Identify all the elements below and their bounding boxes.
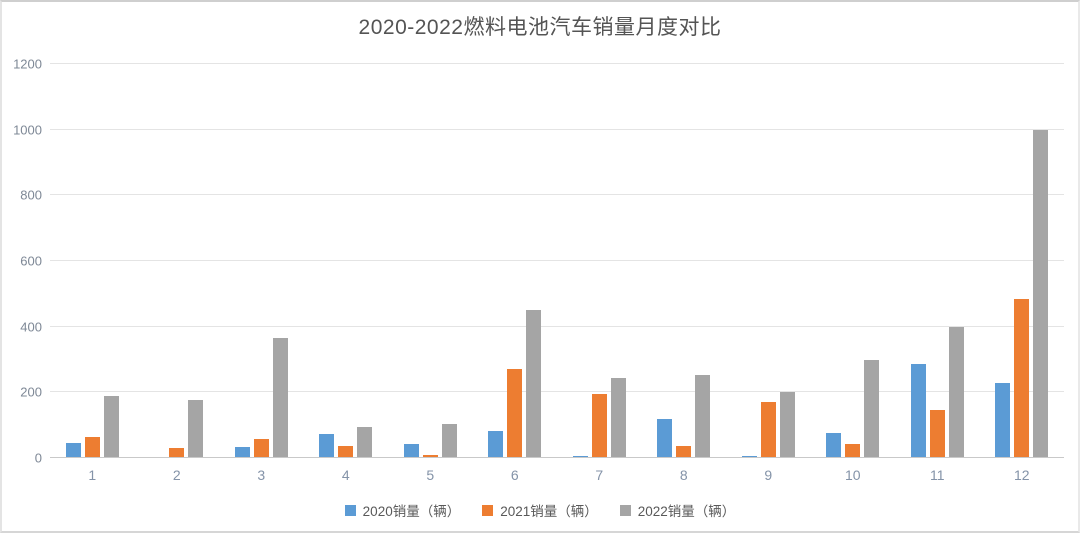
bar-series-2020-month-5 xyxy=(403,443,419,458)
bar-group-month-8: 8 xyxy=(642,64,727,483)
bar-group-month-10: 10 xyxy=(811,64,896,483)
bar-series-2022-month-2 xyxy=(188,399,204,458)
bar-series-2021-month-9 xyxy=(760,401,776,458)
legend-item-2022: 2022销量（辆） xyxy=(619,500,736,520)
bar-series-2020-month-8 xyxy=(657,419,673,458)
bar-series-2020-month-9 xyxy=(741,455,757,458)
y-tick-label-800: 800 xyxy=(20,187,42,203)
bar-series-2022-month-5 xyxy=(441,423,457,458)
x-tick-label-7: 7 xyxy=(595,467,604,483)
chart-legend: 2020销量（辆） 2021销量（辆） 2022销量（辆） xyxy=(2,500,1078,520)
y-tick-label-1200: 1200 xyxy=(13,56,42,72)
plot-area: 1 2 3 4 5 6 7 8 9 10 11 12 xyxy=(50,63,1065,483)
bar-series-2020-month-6 xyxy=(488,431,504,458)
bar-series-2022-month-10 xyxy=(864,359,880,458)
bar-series-2020-month-11 xyxy=(910,363,926,458)
gridline-1200 xyxy=(50,63,1064,64)
bar-series-2021-month-8 xyxy=(676,445,692,458)
bar-series-2022-month-4 xyxy=(357,426,373,458)
x-tick-label-5: 5 xyxy=(426,467,435,483)
gridline-400 xyxy=(50,325,1064,327)
bar-series-2021-month-10 xyxy=(845,443,861,458)
bar-series-2021-month-6 xyxy=(507,369,523,458)
bar-series-2022-month-8 xyxy=(695,375,711,458)
x-tick-label-9: 9 xyxy=(764,467,773,483)
chart-title: 2020-2022燃料电池汽车销量月度对比 xyxy=(358,16,722,39)
bar-series-2022-month-11 xyxy=(948,326,964,458)
legend-label-2020: 2020销量（辆） xyxy=(362,504,461,519)
legend-swatch-2020 xyxy=(344,504,356,516)
bar-series-2021-month-12 xyxy=(1014,299,1030,458)
y-tick-label-1000: 1000 xyxy=(13,122,42,138)
bar-group-month-11: 11 xyxy=(895,64,980,483)
bar-series-2022-month-12 xyxy=(1033,129,1049,458)
bar-series-2020-month-1 xyxy=(65,443,81,458)
bar-series-2021-month-7 xyxy=(591,393,607,458)
bar-group-month-5: 5 xyxy=(388,64,473,483)
bar-series-2022-month-7 xyxy=(610,378,626,458)
bar-series-2020-month-12 xyxy=(995,383,1011,458)
bar-series-2021-month-4 xyxy=(338,445,354,458)
bar-group-month-6: 6 xyxy=(473,64,558,483)
bar-series-2022-month-3 xyxy=(272,338,288,458)
bar-group-month-12: 12 xyxy=(980,64,1065,483)
legend-item-2020: 2020销量（辆） xyxy=(344,500,461,520)
legend-swatch-2021 xyxy=(482,504,494,516)
bar-series-2021-month-11 xyxy=(929,410,945,458)
bar-group-month-4: 4 xyxy=(304,64,389,483)
x-tick-label-6: 6 xyxy=(510,467,519,483)
y-tick-label-200: 200 xyxy=(20,384,42,400)
gridline-200 xyxy=(50,391,1064,393)
gridline-1000 xyxy=(50,128,1064,130)
x-axis-line xyxy=(50,457,1064,458)
x-tick-label-10: 10 xyxy=(844,467,861,483)
y-tick-label-0: 0 xyxy=(34,450,42,466)
legend-item-2021: 2021销量（辆） xyxy=(482,500,598,520)
bar-series-2022-month-6 xyxy=(526,310,542,458)
bar-groups: 1 2 3 4 5 6 7 8 9 10 11 12 xyxy=(50,64,1065,483)
legend-label-2022: 2022销量（辆） xyxy=(637,504,736,519)
y-tick-label-400: 400 xyxy=(20,319,42,335)
bar-group-month-1: 1 xyxy=(50,64,135,483)
legend-label-2021: 2021销量（辆） xyxy=(500,504,598,519)
bar-series-2022-month-9 xyxy=(779,392,795,458)
bar-group-month-7: 7 xyxy=(557,64,642,483)
x-tick-label-3: 3 xyxy=(257,467,266,483)
bar-series-2022-month-1 xyxy=(103,395,119,458)
bar-group-month-9: 9 xyxy=(726,64,811,483)
x-tick-label-1: 1 xyxy=(88,467,97,483)
bar-group-month-3: 3 xyxy=(219,64,304,483)
x-tick-label-4: 4 xyxy=(341,467,350,483)
x-tick-label-2: 2 xyxy=(172,467,181,483)
bar-series-2020-month-10 xyxy=(826,433,842,458)
gridline-600 xyxy=(50,260,1064,261)
gridline-800 xyxy=(50,194,1064,196)
bar-series-2020-month-4 xyxy=(319,434,335,458)
y-axis-labels: 0 200 400 600 800 1000 1200 xyxy=(2,57,42,466)
bar-series-2021-month-5 xyxy=(422,454,438,458)
x-tick-label-12: 12 xyxy=(1013,467,1030,483)
bar-group-month-2: 2 xyxy=(135,64,220,483)
bar-series-2021-month-3 xyxy=(253,438,269,458)
bar-series-2021-month-1 xyxy=(84,436,100,458)
legend-swatch-2022 xyxy=(619,504,631,516)
bar-series-2021-month-2 xyxy=(169,448,185,458)
x-tick-label-11: 11 xyxy=(929,467,945,483)
bar-series-2020-month-3 xyxy=(234,446,250,458)
x-tick-label-8: 8 xyxy=(679,467,688,483)
y-tick-label-600: 600 xyxy=(20,253,42,269)
